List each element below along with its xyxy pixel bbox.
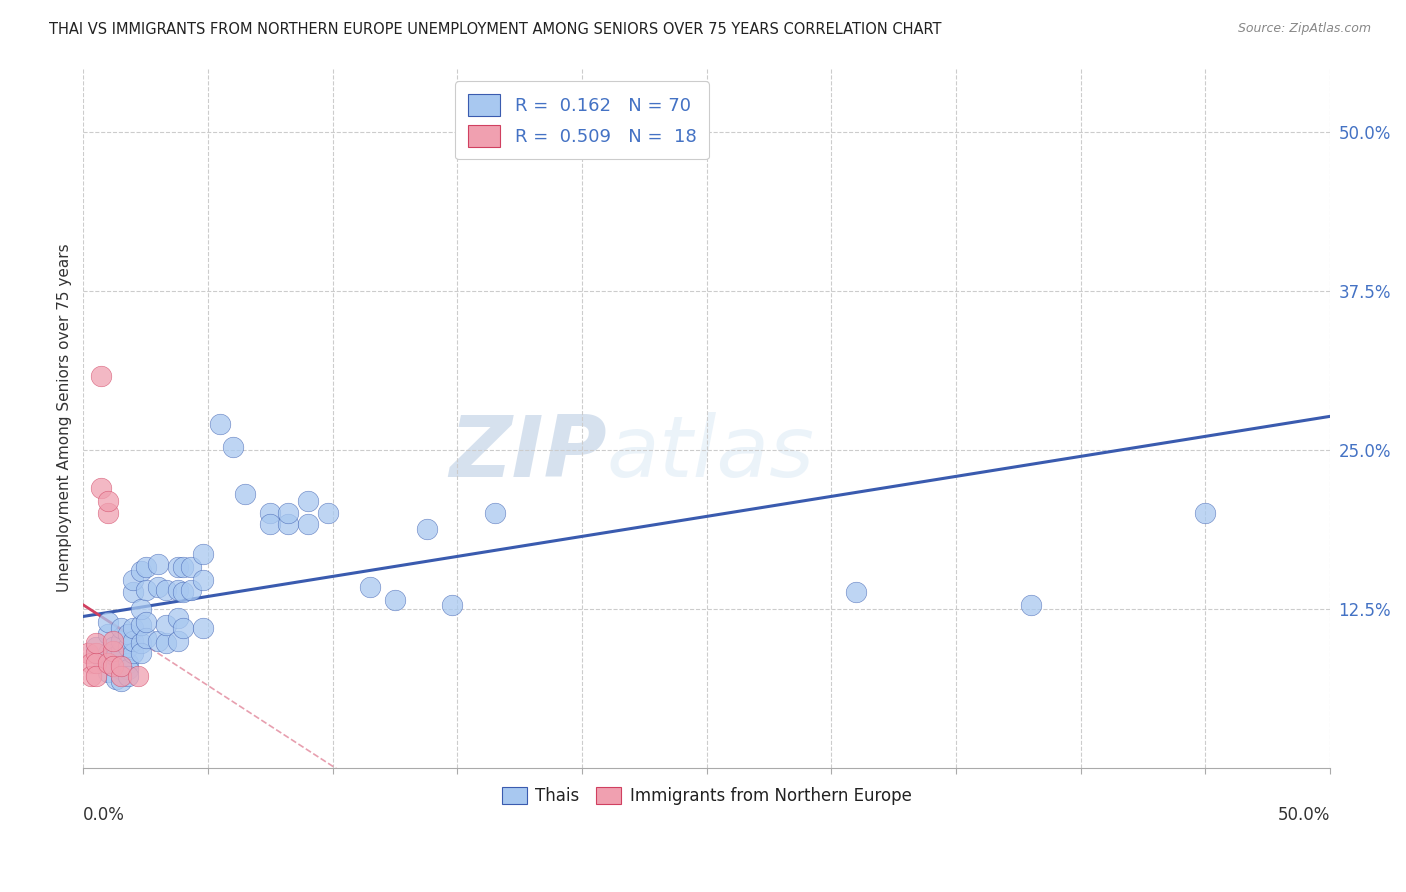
Point <box>110 621 132 635</box>
Point <box>110 659 132 673</box>
Point <box>80 669 103 683</box>
Point <box>103 659 125 673</box>
Point <box>297 516 319 531</box>
Point <box>167 610 190 624</box>
Point <box>129 618 152 632</box>
Point <box>117 669 139 683</box>
Point <box>167 582 190 597</box>
Point <box>191 573 214 587</box>
Point <box>129 602 152 616</box>
Point <box>277 507 299 521</box>
Point <box>297 493 319 508</box>
Point <box>155 636 177 650</box>
Y-axis label: Unemployment Among Seniors over 75 years: Unemployment Among Seniors over 75 years <box>58 244 72 592</box>
Point <box>103 659 125 673</box>
Point <box>129 636 152 650</box>
Point <box>441 598 464 612</box>
Point <box>110 661 132 675</box>
Text: 0.0%: 0.0% <box>83 806 125 824</box>
Point <box>97 657 120 671</box>
Point <box>117 657 139 671</box>
Point <box>209 417 232 432</box>
Point <box>97 646 120 660</box>
Point <box>155 582 177 597</box>
Point <box>84 640 107 654</box>
Point <box>179 582 201 597</box>
Point <box>155 618 177 632</box>
Point <box>129 646 152 660</box>
Point <box>110 644 132 658</box>
Point <box>80 657 103 671</box>
Point <box>103 644 125 658</box>
Point <box>316 507 339 521</box>
Point <box>172 559 194 574</box>
Point <box>172 621 194 635</box>
Text: Source: ZipAtlas.com: Source: ZipAtlas.com <box>1237 22 1371 36</box>
Point <box>384 593 406 607</box>
Point <box>359 580 381 594</box>
Point <box>146 633 169 648</box>
Point <box>135 582 157 597</box>
Point <box>97 615 120 629</box>
Point <box>103 640 125 654</box>
Text: ZIP: ZIP <box>450 411 607 494</box>
Point <box>97 507 120 521</box>
Point <box>135 631 157 645</box>
Point <box>90 369 112 384</box>
Point <box>110 633 132 648</box>
Point <box>259 507 281 521</box>
Point <box>103 633 125 648</box>
Point <box>146 558 169 572</box>
Point <box>104 648 127 663</box>
Point <box>172 585 194 599</box>
Point <box>845 585 868 599</box>
Point <box>84 636 107 650</box>
Point <box>179 559 201 574</box>
Point <box>416 522 439 536</box>
Point <box>117 640 139 654</box>
Point <box>110 674 132 689</box>
Point <box>97 493 120 508</box>
Point <box>122 585 145 599</box>
Point <box>129 564 152 578</box>
Text: 50.0%: 50.0% <box>1278 806 1330 824</box>
Point <box>84 657 107 671</box>
Point <box>167 559 190 574</box>
Text: THAI VS IMMIGRANTS FROM NORTHERN EUROPE UNEMPLOYMENT AMONG SENIORS OVER 75 YEARS: THAI VS IMMIGRANTS FROM NORTHERN EUROPE … <box>49 22 942 37</box>
Point <box>117 661 139 675</box>
Point <box>110 669 132 683</box>
Legend: Thais, Immigrants from Northern Europe: Thais, Immigrants from Northern Europe <box>495 780 918 812</box>
Point <box>97 665 120 680</box>
Point <box>97 627 120 641</box>
Point <box>191 547 214 561</box>
Point <box>1019 598 1042 612</box>
Point <box>77 646 100 660</box>
Point <box>259 516 281 531</box>
Point <box>1194 507 1216 521</box>
Text: atlas: atlas <box>607 411 815 494</box>
Point <box>509 140 531 154</box>
Point <box>122 573 145 587</box>
Point <box>104 672 127 686</box>
Point <box>91 653 114 667</box>
Point <box>84 669 107 683</box>
Point <box>222 441 245 455</box>
Point <box>122 621 145 635</box>
Point <box>117 627 139 641</box>
Point <box>191 621 214 635</box>
Point <box>122 633 145 648</box>
Point <box>484 507 506 521</box>
Point <box>135 559 157 574</box>
Point <box>84 646 107 660</box>
Point <box>167 633 190 648</box>
Point <box>146 580 169 594</box>
Point <box>127 669 149 683</box>
Point <box>122 646 145 660</box>
Point <box>235 487 257 501</box>
Point <box>90 481 112 495</box>
Point <box>277 516 299 531</box>
Point <box>135 615 157 629</box>
